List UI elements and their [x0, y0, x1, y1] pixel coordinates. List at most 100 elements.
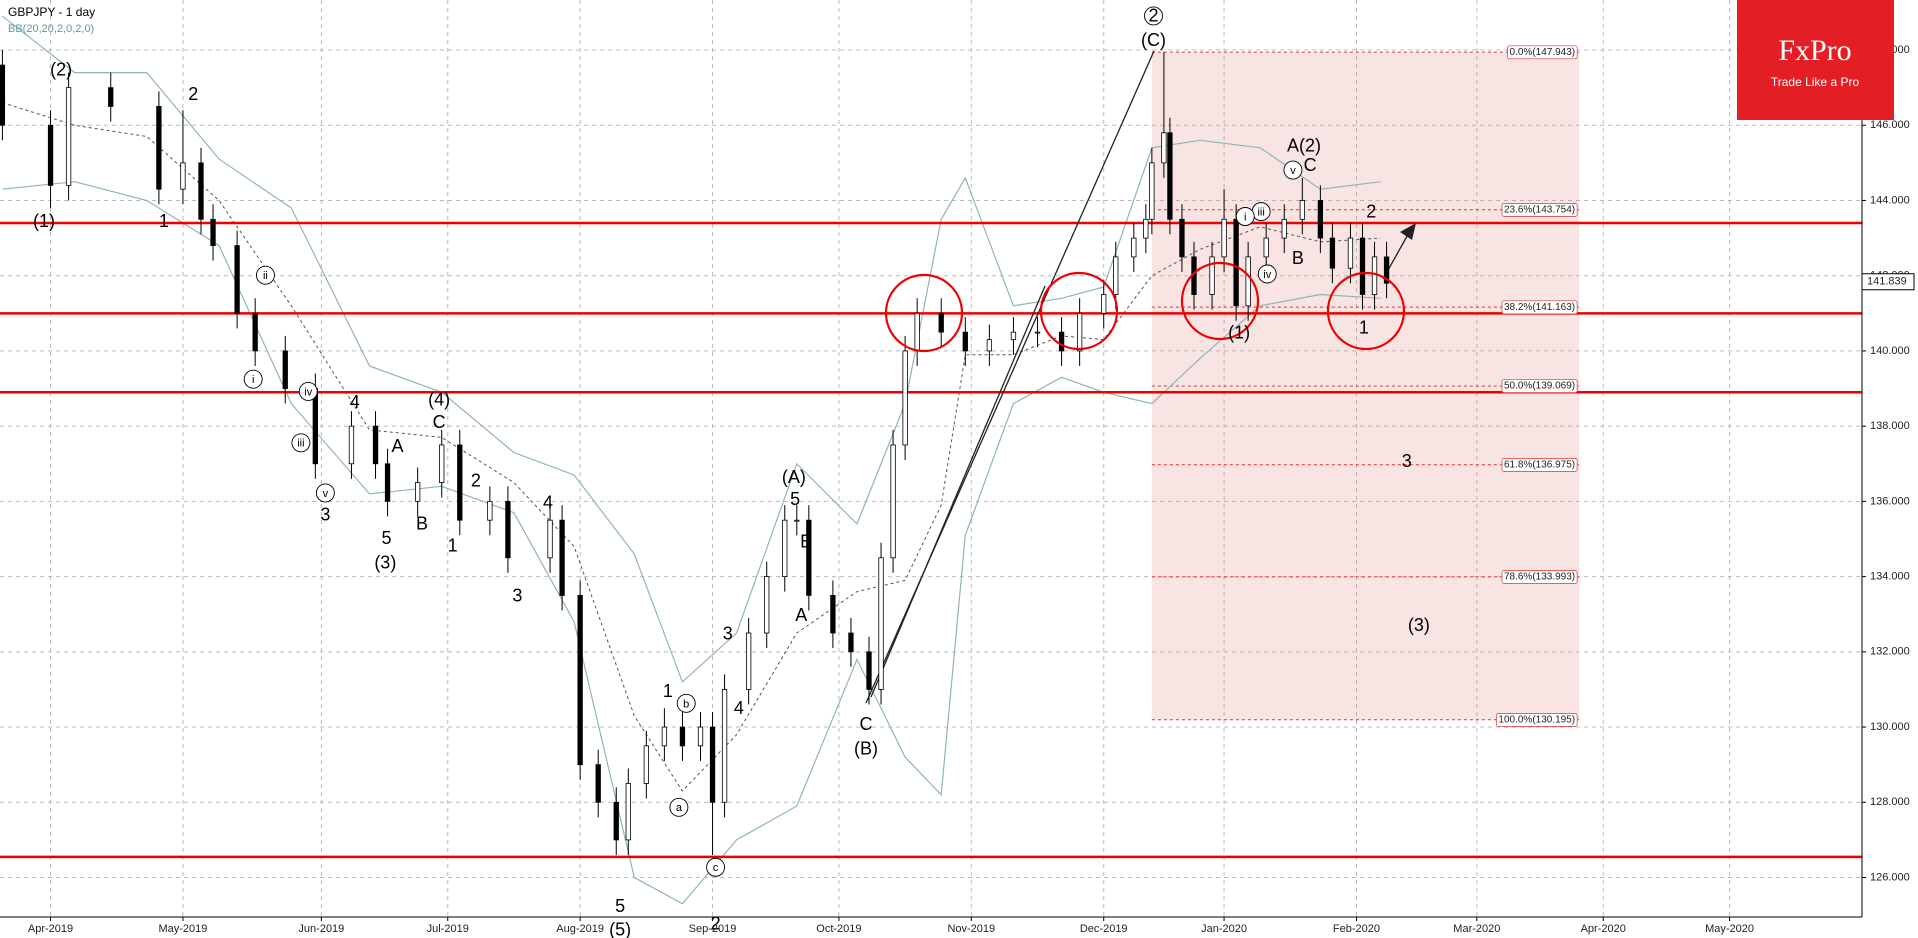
fib-label-box: [1501, 203, 1578, 217]
x-tick-label: Jan-2020: [1201, 923, 1247, 935]
fib-label-box: [1501, 300, 1578, 315]
wave-label: 5: [615, 896, 625, 916]
candle-body: [65, 87, 72, 186]
highlight-circle: [1180, 261, 1260, 341]
candle-body: [457, 444, 463, 521]
wave-label: 1: [448, 535, 458, 555]
candle-body: [1359, 237, 1366, 295]
candle-body: [577, 595, 583, 766]
highlight-circle: [884, 273, 964, 353]
wave-label: ii: [263, 270, 268, 282]
highlight-circle: [1326, 271, 1406, 351]
candle-body: [613, 801, 619, 841]
wave-label-circle: [1235, 207, 1255, 226]
candle-body: [1281, 218, 1287, 239]
wave-label: (B): [854, 738, 878, 758]
candle-body: [794, 519, 800, 522]
wave-label: B: [1292, 248, 1304, 268]
fib-label: 100.0%(130.195): [1498, 714, 1575, 725]
wave-label: b: [683, 698, 689, 710]
wave-label: 2: [188, 84, 198, 104]
wave-label: 2: [471, 470, 481, 490]
candle-body: [1371, 256, 1378, 295]
y-tick-label: 140.000: [1870, 345, 1910, 357]
price-marker-box: [1861, 273, 1915, 291]
x-tick-label: Nov-2019: [947, 923, 995, 935]
candle-body: [962, 331, 968, 352]
candle-body: [384, 463, 391, 502]
candle-body: [348, 425, 355, 465]
candle-body: [282, 350, 288, 389]
candle-body: [806, 519, 812, 596]
candle-body: [986, 339, 993, 352]
wave-label: 1: [663, 681, 673, 701]
y-tick-label: 146.000: [1870, 119, 1910, 131]
wave-label: (1): [33, 211, 55, 231]
candle-body: [210, 218, 216, 247]
wave-label: B: [416, 513, 428, 533]
candle-body: [1221, 218, 1227, 258]
fib-label: 78.6%(133.993): [1504, 572, 1575, 583]
logo-tagline: Trade Like a Pro: [1771, 75, 1860, 89]
candle-body: [848, 632, 854, 653]
candle-body: [782, 519, 788, 578]
fib-label: 0.0%(147.943): [1510, 47, 1576, 58]
candle-body: [1245, 256, 1251, 307]
x-tick-label: Jul-2019: [427, 923, 469, 935]
candle-body: [1209, 256, 1215, 295]
x-tick-label: Feb-2020: [1333, 923, 1380, 935]
candle-body: [156, 106, 162, 190]
wave-label: 5: [790, 489, 800, 509]
bollinger-middle: [2, 102, 1381, 792]
candle-body: [721, 689, 728, 803]
wave-label: C: [433, 412, 446, 432]
wave-label-circle: [298, 381, 318, 401]
wave-label: C: [1304, 155, 1317, 175]
wave-label: 3: [1402, 451, 1412, 471]
wave-label: v: [1290, 165, 1296, 177]
wave-label: 2: [711, 913, 721, 933]
y-tick-label: 134.000: [1870, 571, 1910, 583]
candle-body: [1167, 132, 1173, 220]
wave-label-circle: [315, 483, 335, 503]
candle-body: [1113, 256, 1119, 295]
y-tick-label: 144.000: [1870, 194, 1910, 206]
wave-label: B: [800, 532, 812, 552]
bollinger-band: [2, 15, 1381, 683]
wave-label: 4: [543, 492, 553, 512]
wave-label-circle: [706, 857, 726, 877]
candle-body: [1347, 237, 1354, 269]
candle-body: [1101, 294, 1107, 314]
wave-label-circle: [669, 797, 689, 817]
fib-label-box: [1501, 379, 1578, 393]
candle-body: [914, 312, 920, 352]
wave-label-circle: [255, 265, 275, 285]
wave-label-circle: [676, 693, 696, 713]
wave-label-circle: [1144, 6, 1163, 26]
candle-body: [1034, 331, 1041, 334]
wave-label-circle: [243, 369, 263, 389]
wave-label: 4: [734, 698, 744, 718]
candles-layer: [0, 50, 1390, 855]
x-tick-label: May-2019: [158, 923, 207, 935]
x-tick-label: Jun-2019: [298, 923, 344, 935]
candle-body: [938, 312, 944, 333]
price-marker-label: 141.839: [1867, 276, 1907, 288]
candle-body: [1010, 331, 1017, 341]
candle-body: [108, 87, 114, 107]
candle-body: [252, 312, 258, 352]
fib-label-box: [1501, 570, 1578, 584]
candle-body: [312, 388, 318, 465]
wave-label: c: [713, 862, 719, 874]
wave-label: (1): [1228, 322, 1250, 342]
wave-label: (5): [609, 919, 631, 938]
wave-label: i: [1244, 211, 1246, 223]
wave-label: 5: [382, 528, 392, 548]
candle-body: [1143, 218, 1149, 239]
wave-label: 1: [1359, 318, 1369, 338]
fib-label: 50.0%(139.069): [1504, 381, 1575, 392]
